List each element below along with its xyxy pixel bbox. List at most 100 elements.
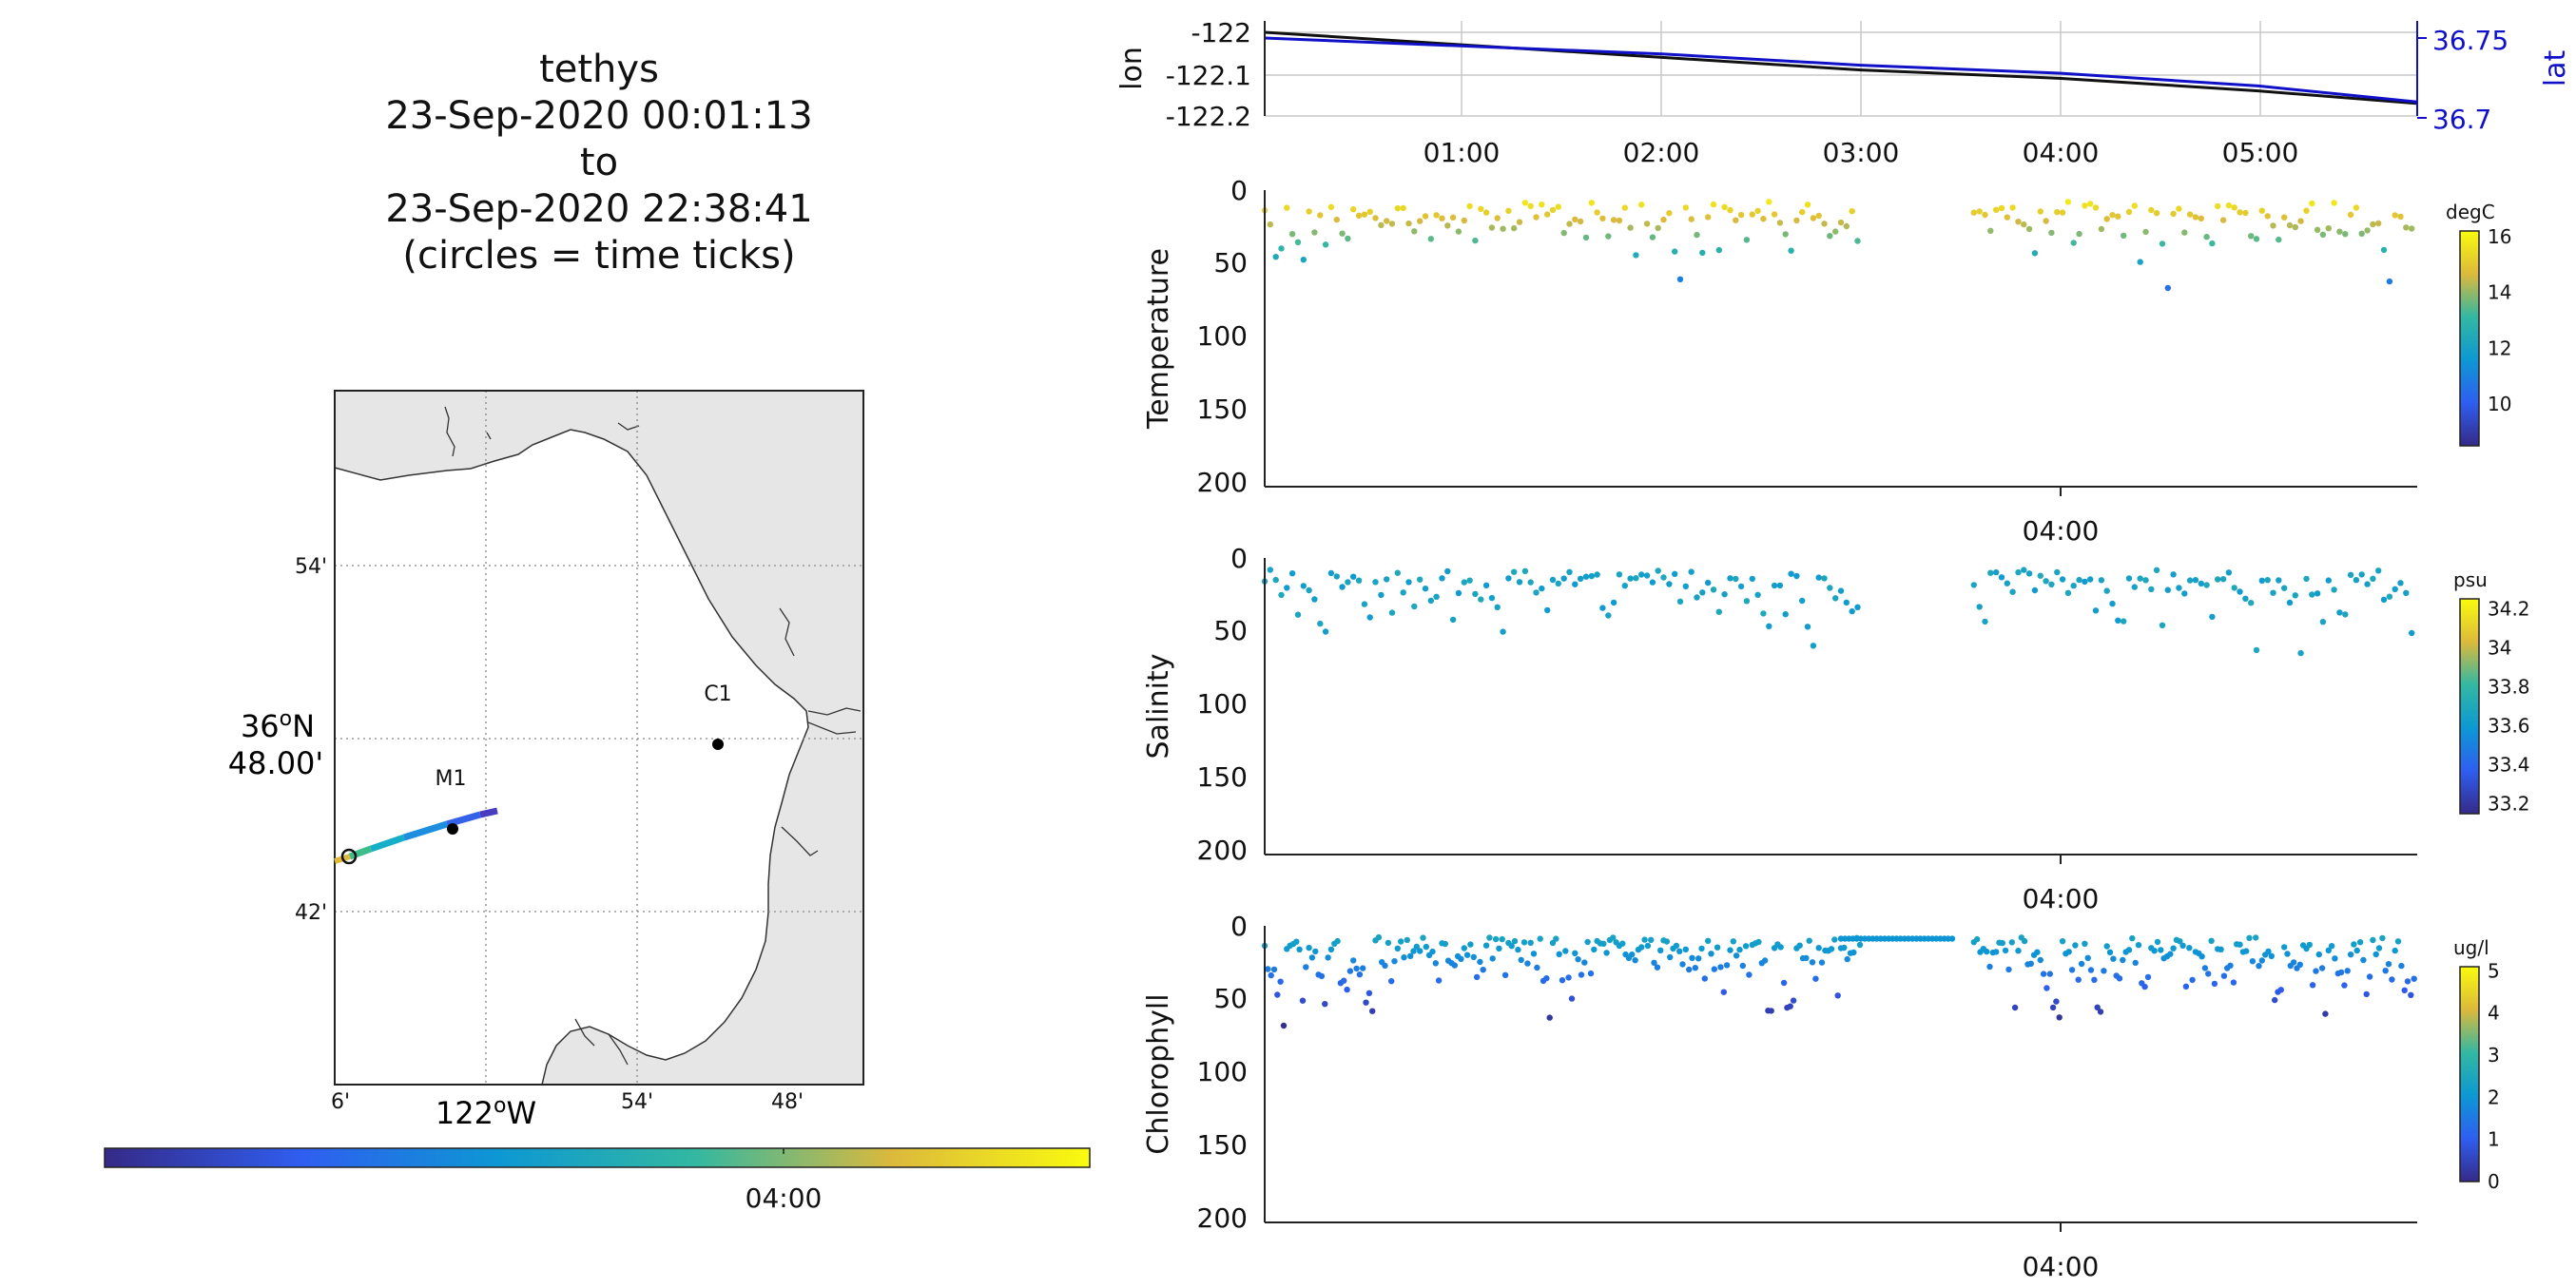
data-point <box>2009 588 2016 595</box>
data-point <box>2116 975 2123 982</box>
data-point <box>1401 954 1407 961</box>
data-point <box>2201 965 2209 971</box>
data-point <box>1644 942 1652 950</box>
data-point <box>1478 596 1484 603</box>
lon-axis-label: lon <box>1115 47 1149 90</box>
map-lon-tick: 48' <box>771 1090 804 1114</box>
data-point <box>1982 618 1988 625</box>
pos-x-tick-label: 03:00 <box>1823 137 1900 168</box>
map-frame <box>334 390 864 1086</box>
data-point <box>2392 586 2398 592</box>
title-note: (circles = time ticks) <box>402 234 795 278</box>
data-point <box>1439 215 1445 221</box>
data-point <box>2303 207 2310 214</box>
data-point <box>1627 575 1634 582</box>
data-point <box>2164 284 2171 292</box>
data-point <box>2181 229 2188 236</box>
data-point <box>1976 208 1983 215</box>
salinity-colorbar-unit: psu <box>2453 568 2488 591</box>
data-point <box>2364 581 2371 587</box>
data-point <box>2332 955 2338 962</box>
data-point <box>1796 942 1803 949</box>
data-point <box>1717 964 1724 971</box>
data-point <box>2198 580 2204 587</box>
data-point <box>2141 983 2148 990</box>
data-point <box>1654 964 1661 971</box>
data-point <box>1294 239 1302 245</box>
data-point <box>2109 212 2116 219</box>
data-point <box>1306 208 1312 215</box>
data-point <box>1366 614 1373 621</box>
data-point <box>2314 590 2321 597</box>
data-point <box>1776 582 1784 589</box>
data-point <box>2331 200 2337 206</box>
data-point <box>1334 937 1341 945</box>
data-point <box>1749 575 1756 583</box>
salinity-colorbar <box>2459 598 2480 815</box>
data-point <box>2040 971 2047 977</box>
data-point <box>1515 946 1521 953</box>
data-point <box>1660 574 1667 581</box>
data-point <box>1742 943 1750 950</box>
pos-right-ticks: 36.75 36.7 <box>2417 25 2508 135</box>
data-point <box>1350 957 1357 964</box>
data-point <box>1660 216 1667 223</box>
data-point <box>1333 216 1341 223</box>
data-point <box>1417 576 1424 583</box>
data-point <box>2385 961 2392 968</box>
data-point <box>1306 586 1312 594</box>
data-point <box>1427 597 1435 605</box>
data-point <box>2264 213 2271 220</box>
data-point <box>1566 568 1573 575</box>
data-point <box>1737 583 1745 590</box>
data-point <box>2064 589 2072 596</box>
data-point <box>1505 575 1512 582</box>
data-point <box>1676 276 1684 282</box>
data-point <box>1530 951 1538 957</box>
chlorophyll-panel: 04:00 0 50 100 150 200 Chlorophyll ug/l … <box>1142 911 2500 1282</box>
data-point <box>2037 572 2043 579</box>
data-point <box>1444 222 1451 229</box>
data-point <box>1423 943 1430 951</box>
lat-axis-label: lat <box>2539 50 2572 87</box>
data-point <box>2131 202 2138 209</box>
data-point <box>1312 948 1319 955</box>
data-point <box>1293 938 1300 945</box>
temperature-colorbar-tick-label: 10 <box>2488 393 2511 415</box>
data-point <box>1699 249 1706 257</box>
data-point <box>1849 208 1855 215</box>
data-point <box>1633 575 1639 582</box>
data-point <box>2021 937 2028 945</box>
data-point <box>1556 951 1562 957</box>
data-point <box>2336 228 2343 235</box>
data-point <box>1688 216 1695 222</box>
pos-x-tick-label: 04:00 <box>2023 137 2100 168</box>
data-point <box>1743 598 1751 605</box>
data-point <box>1649 234 1656 240</box>
data-point <box>2319 619 2327 625</box>
data-point <box>2281 214 2288 221</box>
map-graticule <box>335 391 863 1085</box>
data-point <box>1322 628 1329 635</box>
pos-left-ticks: -122 -122.1 -122.2 <box>1166 17 1251 132</box>
data-point <box>1648 936 1655 943</box>
data-point <box>1488 224 1496 231</box>
data-point <box>1976 604 1983 610</box>
data-point <box>1666 581 1673 587</box>
data-point <box>1649 579 1656 586</box>
data-point <box>2106 949 2114 955</box>
chlorophyll-colorbar-tick-label: 3 <box>2488 1044 2500 1067</box>
title-vehicle: tethys <box>539 48 659 91</box>
data-point <box>2268 952 2275 959</box>
data-point <box>2237 209 2243 216</box>
data-point <box>1837 219 1845 226</box>
map-panel: M1 C1 54' 42' 36oN 48.00' 6' 54' 48' 122… <box>228 390 864 1131</box>
data-point <box>2344 968 2351 974</box>
track-segment <box>402 820 449 841</box>
data-point <box>2314 226 2321 233</box>
data-point <box>2179 942 2186 949</box>
data-point <box>2411 975 2417 982</box>
data-point <box>2380 596 2388 604</box>
data-point <box>2151 948 2158 954</box>
data-point <box>1404 936 1411 944</box>
